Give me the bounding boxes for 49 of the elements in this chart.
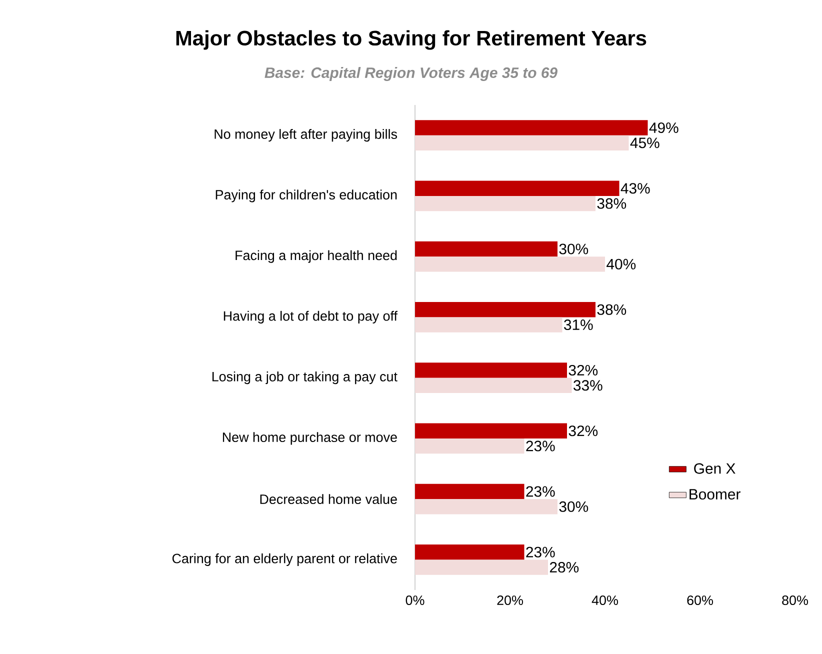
y-tick-label: Decreased home value: [260, 494, 397, 504]
legend-label: Boomer: [690, 489, 740, 500]
y-tick-label: Caring for an elderly parent or relative: [172, 553, 397, 566]
bar: [415, 196, 596, 212]
bar: [415, 544, 524, 560]
data-label: 38%: [597, 198, 626, 209]
bar: [415, 423, 568, 438]
x-tick-label: 20%: [497, 596, 523, 606]
bar: [415, 499, 558, 514]
data-label: 45%: [630, 138, 660, 148]
x-tick-label: 60%: [687, 596, 713, 606]
y-tick-label: Losing a job or taking a pay cut: [212, 372, 398, 384]
data-label: 23%: [526, 440, 555, 452]
x-tick-label: 0%: [406, 596, 424, 606]
data-label: 30%: [559, 244, 588, 254]
bar: [415, 120, 648, 136]
bar: [415, 438, 524, 454]
bar: [415, 484, 524, 500]
bar: [415, 560, 548, 575]
x-tick-label: 80%: [782, 596, 808, 606]
data-label: 38%: [597, 304, 626, 315]
bar: [415, 302, 596, 318]
bar: [415, 378, 572, 393]
legend-label: Gen X: [694, 463, 736, 474]
data-label: 49%: [649, 122, 678, 134]
bar: [415, 256, 606, 272]
y-tick-label: Paying for children's education: [216, 190, 397, 202]
x-tick-label: 40%: [592, 596, 618, 606]
data-label: 32%: [568, 364, 598, 376]
data-label: 40%: [606, 258, 636, 270]
y-tick-label: Facing a major health need: [236, 250, 397, 263]
data-label: 32%: [568, 426, 598, 436]
bar: [415, 180, 620, 196]
y-tick-label: Having a lot of debt to pay off: [224, 310, 398, 324]
chart-subtitle: Base: Capital Region Voters Age 35 to 69: [264, 67, 558, 81]
y-tick-label: New home purchase or move: [222, 432, 397, 445]
data-label: 31%: [564, 319, 593, 330]
data-label: 43%: [620, 183, 650, 194]
y-tick-label: No money left after paying bills: [214, 129, 398, 142]
data-label: 23%: [526, 486, 555, 497]
data-label: 30%: [559, 501, 588, 512]
bar: [415, 241, 558, 257]
data-label: 23%: [526, 546, 555, 558]
data-label: 33%: [574, 380, 602, 391]
bar: [415, 135, 629, 150]
data-label: 28%: [550, 562, 579, 573]
bar: [415, 317, 562, 332]
bar: [415, 362, 568, 378]
chart-title: Major Obstacles to Saving for Retirement Years: [176, 30, 646, 50]
